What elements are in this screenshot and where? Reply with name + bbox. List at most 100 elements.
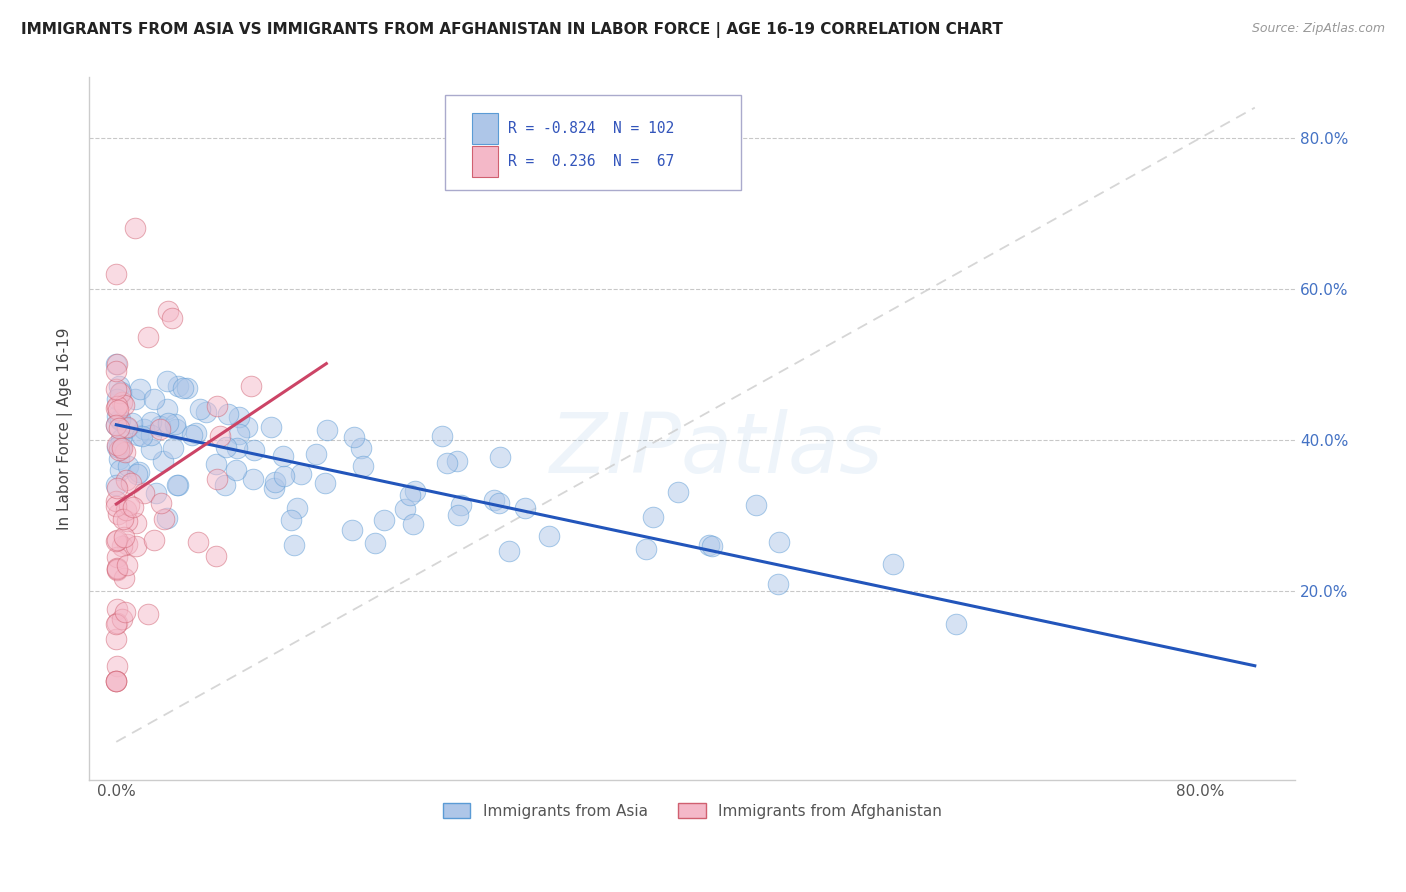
Point [482, 493, 505, 508]
Point [188, 401, 211, 416]
Point [745, 498, 768, 512]
Point [105, 494, 128, 508]
Point [181, 428, 204, 442]
Point [105, 533, 128, 548]
Point [105, 438, 128, 452]
Point [108, 412, 131, 426]
Point [280, 513, 302, 527]
Point [163, 417, 186, 431]
Point [700, 540, 723, 554]
Point [404, 484, 426, 499]
Point [228, 427, 250, 442]
Point [152, 454, 174, 468]
Point [108, 385, 131, 400]
Point [145, 485, 167, 500]
Point [538, 529, 561, 543]
Point [105, 659, 128, 673]
Point [172, 381, 194, 395]
Point [110, 432, 132, 446]
Point [115, 421, 138, 435]
Point [108, 378, 131, 392]
Point [208, 429, 231, 443]
Point [105, 549, 128, 564]
Point [105, 560, 128, 574]
Point [402, 517, 425, 532]
Point [162, 441, 184, 455]
Point [108, 463, 131, 477]
Text: R =  0.236  N =  67: R = 0.236 N = 67 [508, 154, 673, 169]
Point [131, 429, 153, 443]
Point [290, 467, 312, 481]
Point [107, 452, 129, 467]
Point [157, 416, 180, 430]
Point [105, 481, 128, 495]
Point [112, 398, 135, 412]
Point [263, 481, 285, 495]
Point [107, 507, 129, 521]
Point [225, 463, 247, 477]
Point [112, 512, 135, 526]
Point [105, 417, 128, 432]
Point [207, 472, 229, 486]
Point [446, 454, 468, 468]
Point [768, 576, 790, 591]
Point [105, 534, 128, 549]
Point [156, 304, 179, 318]
Point [205, 457, 228, 471]
Point [228, 410, 250, 425]
Point [105, 357, 128, 371]
Point [217, 407, 239, 421]
Point [105, 392, 128, 407]
Point [152, 512, 174, 526]
Point [285, 500, 308, 515]
Point [110, 385, 132, 400]
Point [436, 456, 458, 470]
Point [264, 475, 287, 489]
Point [488, 496, 510, 510]
Text: ZIPatlas: ZIPatlas [550, 409, 883, 490]
Point [115, 420, 138, 434]
Point [105, 616, 128, 631]
Point [105, 674, 128, 689]
Point [373, 512, 395, 526]
Point [184, 426, 207, 441]
Point [105, 399, 128, 413]
Point [105, 616, 128, 631]
Point [124, 392, 146, 406]
Point [105, 563, 128, 577]
Point [242, 472, 264, 486]
Point [136, 607, 159, 621]
Point [166, 478, 188, 492]
Y-axis label: In Labor Force | Age 16-19: In Labor Force | Age 16-19 [58, 327, 73, 530]
Point [214, 477, 236, 491]
Point [666, 485, 689, 500]
Point [129, 382, 152, 396]
Point [641, 510, 664, 524]
Point [138, 330, 160, 344]
Point [108, 439, 131, 453]
Point [273, 468, 295, 483]
Point [394, 502, 416, 516]
Point [139, 442, 162, 456]
Point [398, 487, 420, 501]
Point [697, 538, 720, 552]
Point [115, 537, 138, 551]
Point [118, 498, 141, 512]
Point [117, 558, 139, 572]
Bar [471, 146, 498, 178]
Text: R = -0.824  N = 102: R = -0.824 N = 102 [508, 121, 673, 136]
Legend: Immigrants from Asia, Immigrants from Afghanistan: Immigrants from Asia, Immigrants from Af… [437, 797, 948, 824]
Point [343, 430, 366, 444]
Point [215, 440, 238, 454]
Point [150, 496, 173, 510]
Point [117, 459, 139, 474]
Point [105, 478, 128, 492]
Point [115, 514, 138, 528]
Point [271, 449, 294, 463]
Point [114, 503, 136, 517]
Point [187, 534, 209, 549]
Point [124, 221, 146, 235]
Point [141, 415, 163, 429]
Point [105, 601, 128, 615]
Point [114, 530, 136, 544]
